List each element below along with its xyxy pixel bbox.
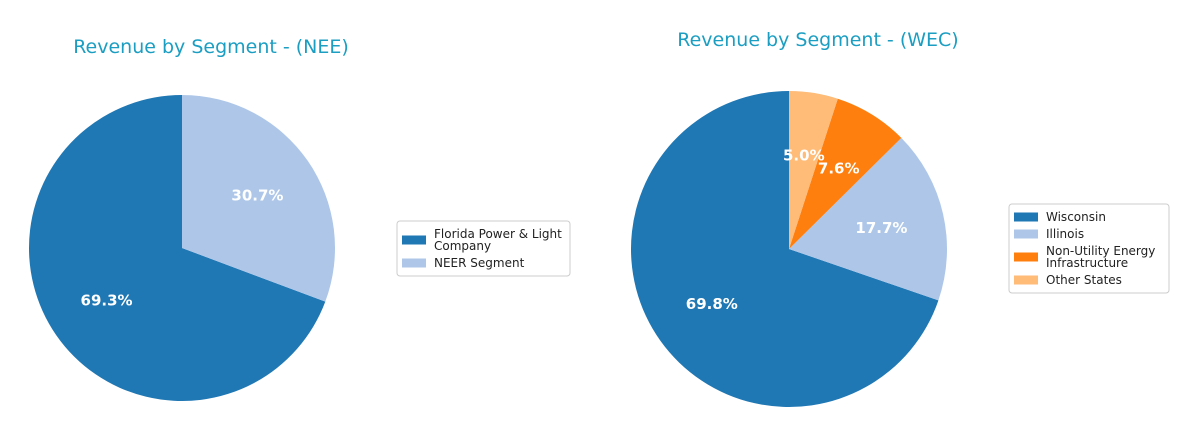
legend-frame-wec <box>1008 203 1170 294</box>
legend-swatch-nee-0 <box>402 235 426 245</box>
pie-slice-wec-3 <box>789 91 838 249</box>
legend-swatch-wec-2 <box>1014 252 1038 262</box>
pie-label-nee-1: 30.7% <box>231 187 283 205</box>
pie-label-wec-3: 5.0% <box>783 146 825 164</box>
legend-frame-nee <box>396 220 571 277</box>
chart-title-nee: Revenue by Segment - (NEE) <box>73 36 349 58</box>
legend-label-wec-2: Non-Utility Energy Infrastructure <box>1046 244 1155 270</box>
legend-label-nee-1: NEER Segment <box>434 256 525 270</box>
chart-title-wec: Revenue by Segment - (WEC) <box>677 29 958 51</box>
pie-slice-wec-2 <box>789 98 902 249</box>
pie-label-nee-0: 69.3% <box>81 291 133 309</box>
pie-slice-nee-0 <box>29 95 326 401</box>
pie-label-wec-2: 7.6% <box>818 159 860 177</box>
pie-chart-nee: 69.3% 30.7% <box>29 95 335 401</box>
legend-label-wec-0: Wisconsin <box>1046 210 1106 224</box>
legend-label-wec-3: Other States <box>1046 273 1122 287</box>
pie-label-wec-1: 17.7% <box>855 219 907 237</box>
pie-slice-wec-1 <box>789 137 947 301</box>
pie-slice-wec-0 <box>631 91 939 407</box>
pie-slice-nee-1 <box>182 95 335 302</box>
pie-label-wec-0: 69.8% <box>686 295 738 313</box>
legend-swatch-wec-1 <box>1014 229 1038 239</box>
legend-swatch-wec-0 <box>1014 212 1038 222</box>
legend-nee: Florida Power & Light Company NEER Segment <box>396 220 571 277</box>
legend-label-wec-1: Illinois <box>1046 227 1084 241</box>
pie-chart-wec: 69.8% 17.7% 7.6%5.0% <box>631 91 947 407</box>
legend-wec: Wisconsin Illinois Non-Utility Energy Infra… <box>1008 203 1170 294</box>
legend-swatch-nee-1 <box>402 258 426 268</box>
legend-swatch-wec-3 <box>1014 275 1038 285</box>
legend-label-nee-0: Florida Power & Light Company <box>434 227 562 253</box>
